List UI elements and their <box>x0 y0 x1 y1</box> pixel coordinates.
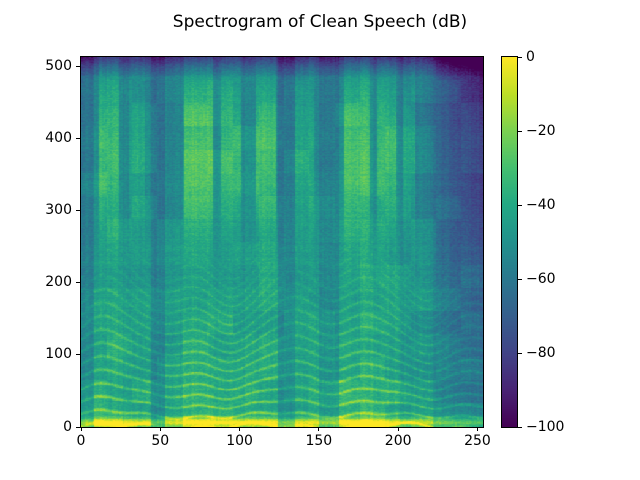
colorbar <box>501 56 518 428</box>
x-tick-mark <box>80 427 82 431</box>
chart-title: Spectrogram of Clean Speech (dB) <box>172 12 468 32</box>
colorbar-tick-mark <box>518 352 522 354</box>
x-tick-label: 250 <box>464 433 491 449</box>
x-tick-mark <box>397 427 399 431</box>
colorbar-tick-label: −100 <box>526 418 565 435</box>
x-tick-mark <box>159 427 161 431</box>
colorbar-tick-mark <box>518 426 522 428</box>
y-tick-mark <box>76 138 80 139</box>
colorbar-tick-label: −80 <box>526 344 556 361</box>
colorbar-tick-label: 0 <box>526 48 535 65</box>
x-tick-mark <box>318 427 320 431</box>
plot-area <box>80 56 484 428</box>
x-tick-label: 200 <box>384 433 412 449</box>
x-tick-label: 0 <box>76 433 86 449</box>
y-tick-mark <box>76 210 80 212</box>
colorbar-tick-mark <box>518 56 522 58</box>
y-tick-label: 300 <box>45 202 72 219</box>
colorbar-tick-mark <box>518 278 522 280</box>
colorbar-tick-mark <box>518 130 522 132</box>
colorbar-gradient <box>502 57 517 427</box>
colorbar-tick-label: −20 <box>526 122 556 139</box>
y-tick-mark <box>76 354 80 356</box>
spectrogram-heatmap <box>81 57 483 427</box>
x-tick-mark <box>239 427 241 431</box>
y-tick-label: 200 <box>45 274 72 291</box>
x-tick-label: 150 <box>305 433 333 449</box>
x-tick-mark <box>476 427 478 431</box>
y-tick-label: 500 <box>45 57 72 74</box>
x-tick-label: 100 <box>226 433 253 449</box>
y-tick-mark <box>76 282 80 284</box>
colorbar-tick-label: −40 <box>526 196 556 213</box>
y-tick-label: 100 <box>45 346 72 363</box>
colorbar-tick-mark <box>518 204 522 206</box>
colorbar-tick-label: −60 <box>526 270 556 287</box>
y-tick-label: 0 <box>63 418 72 435</box>
y-tick-mark <box>76 65 80 67</box>
x-tick-label: 50 <box>151 433 170 449</box>
y-tick-mark <box>76 426 80 428</box>
y-tick-label: 400 <box>45 130 72 146</box>
